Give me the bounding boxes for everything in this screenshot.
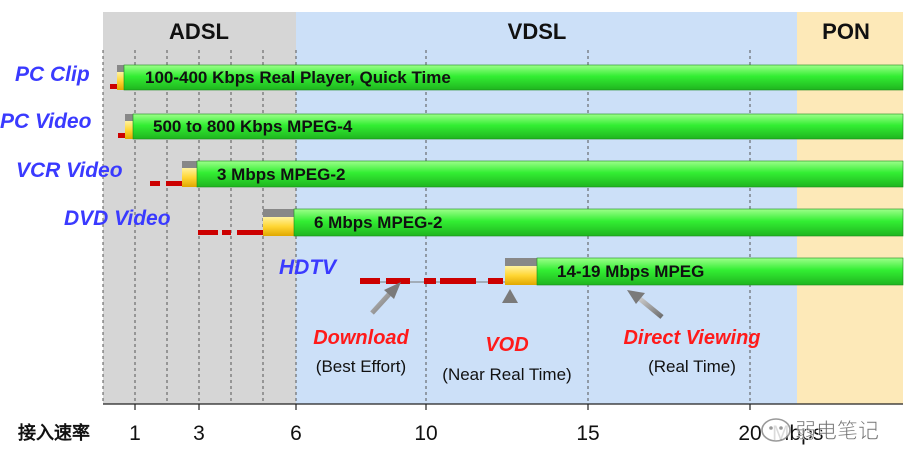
arrow-vod: [502, 289, 518, 325]
annotation-download-title: Download: [313, 327, 409, 349]
bar-label: 3 Mbps MPEG-2: [217, 165, 345, 184]
row-pc-clip: PC Clip 100-400 Kbps Real Player, Quick …: [15, 63, 904, 91]
arrow-download: [370, 282, 401, 315]
buffer-gray: [125, 114, 134, 121]
buffer-gray: [182, 161, 198, 168]
watermark: 弱电笔记: [761, 418, 879, 443]
row-pc-video: PC Video 500 to 800 Kbps MPEG-4: [0, 110, 904, 140]
zone-vdsl-label: VDSL: [508, 19, 567, 44]
zone-pon-label: PON: [822, 19, 870, 44]
row-name: VCR Video: [16, 159, 123, 182]
buffer-yellow: [125, 121, 134, 139]
latency-dash: [237, 230, 263, 235]
axis-tick-label: 3: [193, 422, 205, 445]
latency-dash: [360, 278, 380, 284]
latency-dash: [386, 278, 410, 284]
bandwidth-bar: [196, 160, 904, 188]
row-vcr-video: VCR Video 3 Mbps MPEG-2: [16, 159, 904, 188]
arrow-direct-viewing: [627, 290, 664, 319]
latency-dash: [424, 278, 436, 284]
annotation-vod-title: VOD: [485, 334, 528, 356]
latency-dash: [198, 230, 218, 235]
row-name: DVD Video: [64, 207, 171, 230]
annotation-direct-viewing-sub: (Real Time): [648, 357, 736, 376]
bandwidth-bar: [536, 257, 904, 286]
latency-dash: [222, 230, 231, 235]
axis-tick-label: 1: [129, 422, 141, 445]
bar-label: 14-19 Mbps MPEG: [557, 262, 704, 281]
buffer-yellow: [505, 266, 538, 285]
buffer-gray: [117, 65, 125, 72]
latency-dash: [118, 133, 127, 138]
buffer-yellow: [263, 217, 295, 236]
axis-tick-label: 6: [290, 422, 302, 445]
axis-tick-label: 20: [738, 422, 761, 445]
watermark-text: 弱电笔记: [795, 420, 879, 443]
annotation-download-sub: (Best Effort): [316, 357, 406, 376]
latency-dash: [166, 181, 182, 186]
buffer-gray: [505, 258, 538, 266]
bar-label: 500 to 800 Kbps MPEG-4: [153, 117, 353, 136]
row-hdtv: HDTV 14-19 Mbps MPEG: [279, 256, 904, 286]
bandwidth-bar: [123, 64, 904, 91]
latency-dash: [150, 181, 160, 186]
row-name: HDTV: [279, 256, 338, 279]
axis-title: 接入速率: [18, 422, 90, 443]
latency-dash: [110, 84, 119, 89]
zone-adsl-label: ADSL: [169, 19, 229, 44]
annotation-vod-sub: (Near Real Time): [442, 365, 571, 384]
bar-label: 6 Mbps MPEG-2: [314, 213, 442, 232]
row-dvd-video: DVD Video 6 Mbps MPEG-2: [64, 207, 904, 237]
buffer-yellow: [182, 168, 198, 187]
annotation-direct-viewing-title: Direct Viewing: [623, 327, 760, 349]
axis-tick-label: 10: [414, 422, 437, 445]
row-name: PC Clip: [15, 63, 90, 86]
axis-tick-label: 15: [576, 422, 599, 445]
bandwidth-bar: [293, 208, 904, 237]
buffer-yellow: [117, 72, 125, 90]
bandwidth-bar: [132, 113, 904, 140]
latency-dash: [440, 278, 476, 284]
axis-ticks: [134, 404, 751, 410]
row-name: PC Video: [0, 110, 92, 133]
latency-dash: [488, 278, 503, 284]
wechat-icon: [761, 418, 791, 442]
buffer-gray: [263, 209, 295, 217]
bar-label: 100-400 Kbps Real Player, Quick Time: [145, 68, 451, 87]
